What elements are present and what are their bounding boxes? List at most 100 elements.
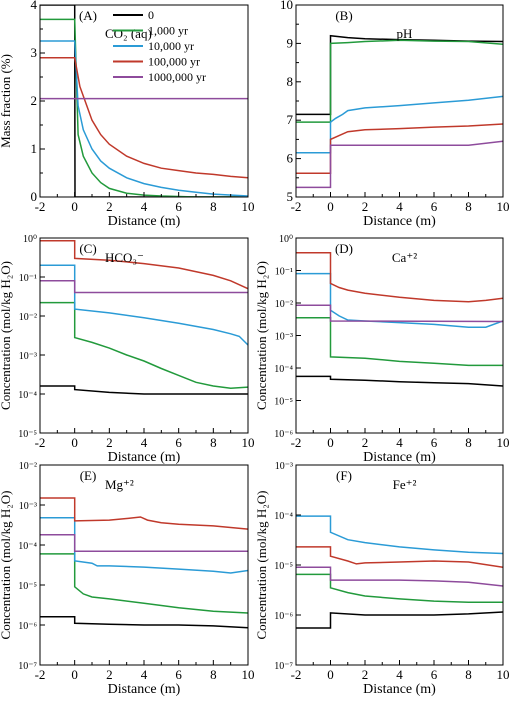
x-tick-label: 4 — [396, 199, 403, 214]
x-axis-label: Distance (m) — [108, 682, 181, 697]
x-tick-label: -2 — [291, 667, 302, 682]
series-line-1000000yr — [296, 304, 503, 323]
x-tick-label: 0 — [327, 667, 334, 682]
panel-label: (C) — [79, 241, 96, 256]
x-tick-label: 8 — [210, 667, 217, 682]
plot-frame — [295, 464, 504, 666]
x-tick-label: 6 — [431, 667, 438, 682]
y-tick-label: 10⁻⁴ — [274, 364, 293, 375]
y-tick-label: 9 — [287, 35, 294, 50]
y-tick-label: 10⁻⁴ — [274, 511, 293, 522]
legend-label: 1000,000 yr — [148, 70, 206, 84]
x-tick-label: 6 — [431, 435, 438, 450]
y-axis-label: Concentration (mol/kg H₂O) — [0, 261, 13, 410]
series-line-1000yr — [296, 39, 503, 123]
x-tick-label: 6 — [175, 667, 182, 682]
plot-frame — [39, 237, 249, 434]
y-tick-label: 0 — [31, 189, 38, 204]
x-tick-label: -2 — [35, 667, 46, 682]
x-tick-label: 4 — [396, 667, 403, 682]
series-line-1000000yr — [40, 280, 248, 294]
series-line-1000yr — [40, 553, 248, 614]
x-tick-label: 2 — [106, 199, 113, 214]
y-tick-label: 5 — [287, 189, 294, 204]
y-tick-label: 8 — [287, 74, 294, 89]
panel-d: -2 0 2 4 6 8 10 10⁻⁶ 10⁻⁵ 10⁻⁴ 10⁻³ 10⁻² 10⁻¹ 10⁰ Dist… — [254, 234, 510, 465]
legend-label: 100,000 yr — [148, 55, 200, 69]
plot-frame — [295, 237, 504, 434]
y-tick-label: 3 — [31, 45, 38, 60]
panel-f: -2 0 2 4 6 8 10 10⁻⁷ 10⁻⁶ 10⁻⁵ 10⁻⁴ 10⁻³ Distance (m… — [254, 461, 510, 697]
series-group — [40, 240, 248, 395]
series-group — [296, 34, 503, 189]
legend-label: 10,000 yr — [148, 39, 194, 53]
x-tick-label: -2 — [291, 199, 302, 214]
x-tick-label: 0 — [71, 199, 78, 214]
x-tick-label: 2 — [362, 667, 369, 682]
y-tick-label: 10 — [280, 0, 293, 12]
y-tick-label: 10⁻¹ — [275, 267, 293, 278]
x-axis-label: Distance (m) — [108, 450, 181, 465]
x-tick-label: 10 — [242, 667, 255, 682]
series-line-1000yr — [296, 317, 503, 367]
series-line-0 — [296, 611, 503, 629]
y-tick-label: 10⁻³ — [275, 461, 293, 472]
series-line-100000yr — [40, 57, 248, 179]
y-tick-label: 10⁻⁴ — [18, 541, 37, 552]
y-tick-label: 10⁻⁶ — [274, 611, 293, 622]
series-line-10000yr — [296, 515, 503, 555]
panel-label: (F) — [336, 468, 352, 483]
y-tick-label: 10⁻² — [19, 461, 37, 472]
x-tick-label: 10 — [497, 199, 510, 214]
x-tick-label: 0 — [327, 199, 334, 214]
x-tick-label: 8 — [210, 435, 217, 450]
y-axis-label: Concentration (mol/kg H₂O) — [254, 261, 269, 410]
x-tick-label: 10 — [242, 199, 255, 214]
x-tick-label: 10 — [497, 667, 510, 682]
panel-title: Mg⁺² — [105, 477, 134, 492]
legend-label: 1,000 yr — [148, 24, 188, 38]
y-tick-label: 10⁻² — [19, 312, 37, 323]
x-tick-label: 2 — [362, 435, 369, 450]
x-axis-label: Distance (m) — [363, 450, 436, 465]
x-tick-label: 6 — [175, 199, 182, 214]
panel-title: Fe⁺² — [393, 477, 417, 492]
legend-label: 0 — [148, 8, 154, 22]
series-line-100000yr — [40, 240, 248, 290]
y-axis-label: Concentration (mol/kg H₂O) — [254, 491, 269, 640]
y-tick-label: 10⁻³ — [275, 332, 293, 343]
y-tick-label: 4 — [31, 0, 38, 12]
series-group — [40, 497, 248, 629]
series-line-0 — [40, 5, 248, 197]
x-axis-label: Distance (m) — [363, 682, 436, 697]
series-line-100000yr — [296, 546, 503, 569]
series-line-1000000yr — [296, 566, 503, 587]
y-tick-label: 10⁻⁵ — [18, 581, 37, 592]
x-tick-label: 8 — [465, 199, 472, 214]
series-line-1000yr — [40, 301, 248, 390]
x-tick-label: 2 — [106, 667, 113, 682]
x-tick-label: 10 — [497, 435, 510, 450]
x-tick-label: 10 — [242, 435, 255, 450]
series-line-0 — [296, 34, 503, 116]
x-tick-label: 2 — [362, 199, 369, 214]
panel-title: CO₂ (aq) — [105, 26, 152, 41]
x-tick-label: 4 — [396, 435, 403, 450]
y-tick-label: 10⁻² — [275, 299, 293, 310]
y-tick-label: 10⁰ — [23, 234, 37, 245]
panel-c: -2 0 2 4 6 8 10 10⁻⁵ 10⁻⁴ 10⁻³ 10⁻² 10⁻¹ 10⁰ Distance… — [0, 234, 255, 465]
x-axis-label: Distance (m) — [363, 214, 436, 229]
panel-e: -2 0 2 4 6 8 10 10⁻⁷ 10⁻⁶ 10⁻⁵ 10⁻⁴ 10⁻³ 10⁻² Distanc… — [0, 461, 255, 697]
series-line-1000000yr — [296, 140, 503, 189]
y-tick-label: 10⁻³ — [19, 351, 37, 362]
y-tick-label: 10⁻¹ — [19, 273, 37, 284]
x-tick-label: -2 — [291, 435, 302, 450]
y-tick-label: 10⁻⁶ — [274, 429, 293, 440]
y-tick-label: 10⁻⁷ — [274, 661, 293, 672]
x-tick-label: 6 — [431, 199, 438, 214]
y-tick-label: 10⁻⁶ — [18, 621, 37, 632]
series-line-100000yr — [40, 497, 248, 530]
